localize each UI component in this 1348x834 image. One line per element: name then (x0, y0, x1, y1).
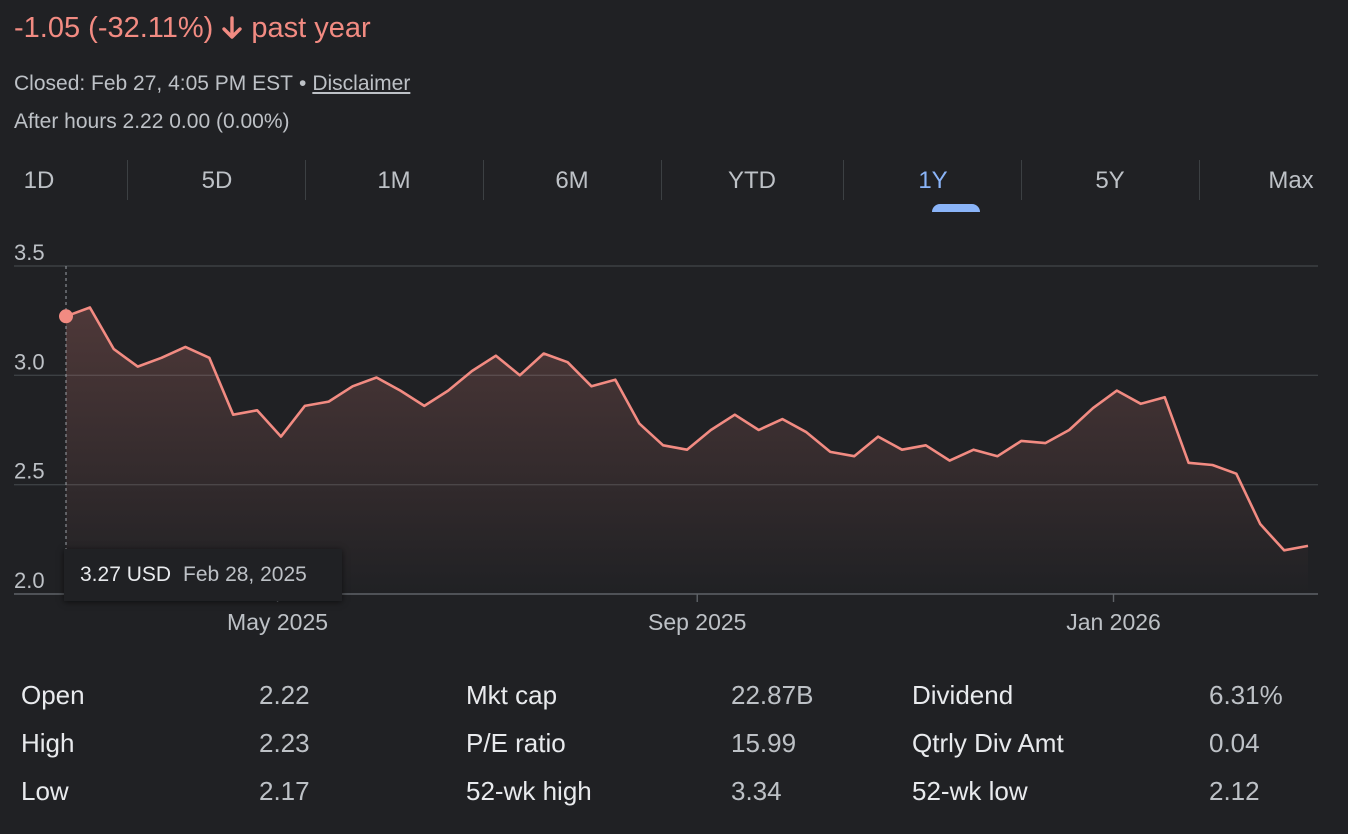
active-tab-indicator (932, 204, 980, 212)
stats-row: Open 2.22 Mkt cap 22.87B Dividend 6.31% (0, 680, 1348, 720)
tab-1m[interactable]: 1M (377, 167, 411, 194)
x-tick-label: Sep 2025 (648, 609, 746, 635)
tab-ytd[interactable]: YTD (728, 167, 776, 194)
stat-label-dividend: Dividend (912, 680, 1014, 710)
change-period: past year (251, 12, 371, 44)
stat-value-dividend: 6.31% (1209, 680, 1283, 710)
stat-value-52wk-low: 2.12 (1209, 776, 1260, 806)
stat-label-high: High (21, 728, 75, 758)
stat-label-52wk-low: 52-wk low (912, 776, 1028, 806)
market-status: Closed: Feb 27, 4:05 PM EST • Disclaimer (14, 72, 410, 96)
range-tabs: 1D 5D 1M 6M YTD 1Y 5Y Max (0, 158, 1348, 212)
stat-value-pe-ratio: 15.99 (731, 728, 797, 758)
arrow-down-icon (222, 15, 243, 39)
tab-6m[interactable]: 6M (555, 167, 589, 194)
y-tick-label: 2.5 (14, 459, 45, 484)
tab-divider (127, 160, 128, 200)
tab-1d[interactable]: 1D (23, 167, 55, 194)
chart-tooltip: 3.27 USD Feb 28, 2025 (64, 549, 342, 601)
tab-divider (305, 160, 306, 200)
stats-row: High 2.23 P/E ratio 15.99 Qtrly Div Amt … (0, 728, 1348, 768)
tab-divider (1199, 160, 1200, 200)
after-hours: After hours 2.22 0.00 (0.00%) (14, 110, 290, 133)
change-value: -1.05 (-32.11%) (14, 12, 214, 44)
y-tick-label: 2.0 (14, 568, 45, 593)
y-tick-label: 3.5 (14, 240, 45, 265)
stat-value-open: 2.22 (259, 680, 310, 710)
price-chart[interactable]: 3.5 3.0 2.5 2.0 May 2025 Sep 2025 Jan 2026 (0, 240, 1348, 650)
disclaimer-link[interactable]: Disclaimer (312, 72, 411, 95)
x-tick-label: May 2025 (227, 609, 328, 635)
tooltip-date: Feb 28, 2025 (183, 563, 307, 586)
separator: • (298, 72, 307, 95)
tab-1y[interactable]: 1Y (918, 167, 948, 194)
stat-value-high: 2.23 (259, 728, 310, 758)
y-tick-label: 3.0 (14, 349, 45, 374)
stat-label-open: Open (21, 680, 85, 710)
closed-time: Closed: Feb 27, 4:05 PM EST (14, 72, 293, 95)
price-line (65, 306, 1309, 552)
stat-value-low: 2.17 (259, 776, 310, 806)
stat-label-52wk-high: 52-wk high (466, 776, 592, 806)
tab-divider (661, 160, 662, 200)
tooltip-price: 3.27 USD (80, 563, 172, 586)
price-change: -1.05 (-32.11%) past year (14, 12, 371, 45)
stat-label-mkt-cap: Mkt cap (466, 680, 558, 710)
stat-label-qtrly-div: Qtrly Div Amt (912, 728, 1064, 758)
tab-divider (1021, 160, 1022, 200)
tab-divider (843, 160, 844, 200)
hover-point (59, 309, 73, 324)
stat-label-low: Low (21, 776, 69, 806)
stat-label-pe-ratio: P/E ratio (466, 728, 566, 758)
tab-max[interactable]: Max (1268, 167, 1314, 194)
stats-row: Low 2.17 52-wk high 3.34 52-wk low 2.12 (0, 776, 1348, 816)
x-tick-label: Jan 2026 (1066, 609, 1161, 635)
tab-5y[interactable]: 5Y (1095, 167, 1125, 194)
tab-5d[interactable]: 5D (201, 167, 233, 194)
stat-value-mkt-cap: 22.87B (731, 680, 814, 710)
tab-divider (483, 160, 484, 200)
stat-value-52wk-high: 3.34 (731, 776, 782, 806)
stat-value-qtrly-div: 0.04 (1209, 728, 1260, 758)
